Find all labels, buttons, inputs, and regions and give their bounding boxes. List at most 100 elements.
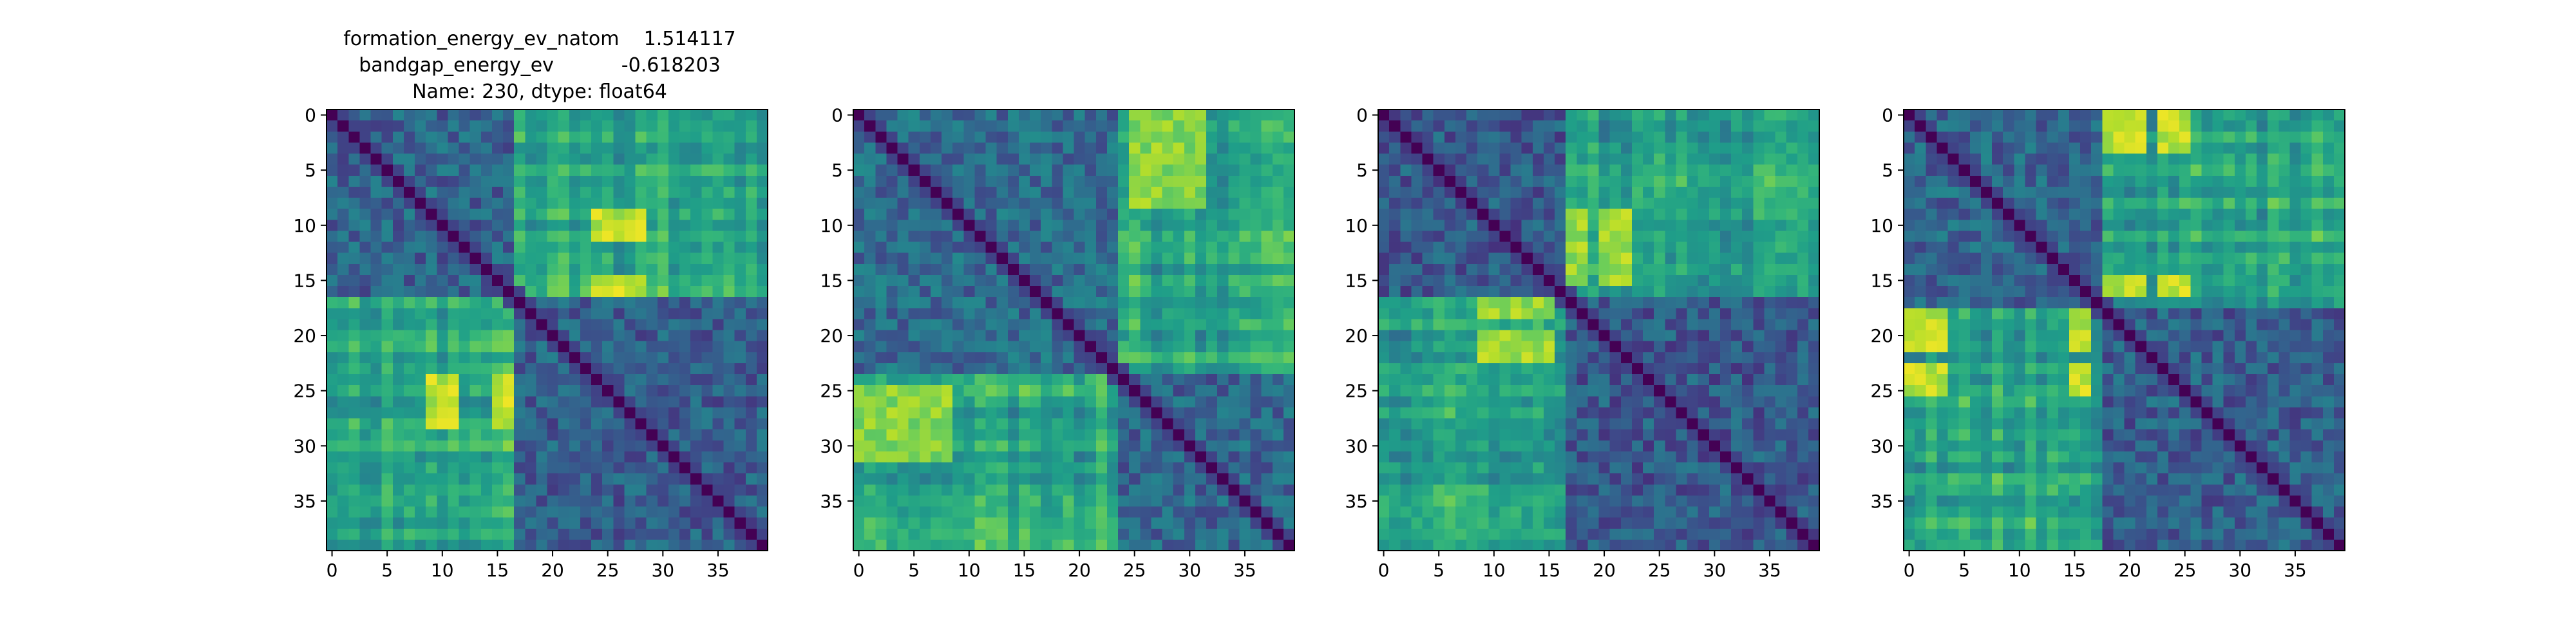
heatmap-cell bbox=[569, 418, 581, 430]
heatmap-cell bbox=[1018, 396, 1030, 408]
heatmap-cell bbox=[1411, 142, 1423, 155]
heatmap-cell bbox=[1389, 198, 1401, 209]
heatmap-cell bbox=[1488, 385, 1500, 397]
heatmap-cell bbox=[1217, 153, 1229, 166]
heatmap-cell bbox=[963, 517, 975, 529]
heatmap-cell bbox=[1620, 396, 1633, 408]
heatmap-cell bbox=[1543, 142, 1555, 155]
heatmap-cell bbox=[1433, 175, 1445, 187]
heatmap-cell bbox=[1084, 263, 1097, 276]
heatmap-cell bbox=[415, 396, 426, 408]
heatmap-cell bbox=[1775, 440, 1787, 452]
heatmap-cell bbox=[359, 418, 372, 430]
heatmap-cell bbox=[569, 363, 581, 375]
heatmap-cell bbox=[1455, 506, 1467, 518]
heatmap-cell bbox=[1775, 418, 1787, 430]
heatmap-cell bbox=[1786, 109, 1798, 121]
heatmap-cell bbox=[602, 506, 614, 518]
heatmap-cell bbox=[745, 252, 757, 265]
heatmap-cell bbox=[1283, 495, 1295, 507]
heatmap-cell bbox=[952, 363, 964, 375]
heatmap-cell bbox=[1030, 120, 1041, 132]
heatmap-cell bbox=[942, 252, 953, 265]
heatmap-cell bbox=[1466, 186, 1478, 198]
heatmap-cell bbox=[701, 363, 713, 375]
heatmap-cell bbox=[1775, 220, 1787, 231]
heatmap-cell bbox=[734, 319, 746, 331]
heatmap-cell bbox=[1543, 319, 1555, 331]
heatmap-cell bbox=[1411, 418, 1423, 430]
heatmap-cell bbox=[1797, 263, 1809, 276]
heatmap-cell bbox=[1532, 440, 1544, 452]
heatmap-cell bbox=[503, 396, 515, 408]
heatmap-cell bbox=[1719, 308, 1732, 319]
heatmap-cell bbox=[1499, 319, 1511, 331]
heatmap-cell bbox=[1521, 517, 1533, 529]
heatmap-cell bbox=[327, 517, 338, 529]
heatmap-cell bbox=[1217, 429, 1229, 441]
heatmap-cell bbox=[426, 297, 437, 308]
heatmap-cell bbox=[1654, 451, 1665, 463]
heatmap-cell bbox=[1184, 374, 1196, 386]
heatmap-cell bbox=[426, 374, 437, 386]
heatmap-cell bbox=[1643, 153, 1654, 166]
heatmap-cell bbox=[1577, 319, 1588, 331]
heatmap-cell bbox=[480, 473, 493, 485]
heatmap-cell bbox=[1151, 517, 1163, 529]
heatmap-cell bbox=[1228, 539, 1240, 551]
heatmap-cell bbox=[1063, 131, 1075, 143]
heatmap-cell bbox=[1958, 109, 1971, 121]
heatmap-cell bbox=[547, 451, 559, 463]
heatmap-cell bbox=[1095, 484, 1108, 496]
heatmap-cell bbox=[974, 131, 987, 143]
heatmap-cell bbox=[1433, 484, 1445, 496]
heatmap-cell bbox=[536, 473, 548, 485]
heatmap-cell bbox=[1620, 308, 1633, 319]
heatmap-cell bbox=[1731, 186, 1743, 198]
heatmap-cell bbox=[952, 451, 964, 463]
heatmap-cell bbox=[469, 330, 482, 342]
heatmap-cell bbox=[437, 374, 448, 386]
heatmap-cell bbox=[348, 429, 360, 441]
heatmap-cell bbox=[908, 308, 920, 319]
heatmap-cell bbox=[437, 109, 448, 121]
heatmap-cell bbox=[1620, 175, 1633, 187]
heatmap-cell bbox=[503, 297, 515, 308]
heatmap-cell bbox=[1261, 131, 1273, 143]
heatmap-cell bbox=[1239, 164, 1251, 176]
heatmap-cell bbox=[1400, 396, 1412, 408]
heatmap-cell bbox=[1764, 297, 1776, 308]
heatmap-cell bbox=[1577, 209, 1588, 220]
heatmap-cell bbox=[392, 429, 404, 441]
heatmap-cell bbox=[1764, 396, 1776, 408]
heatmap-cell bbox=[1555, 252, 1566, 265]
heatmap-cell bbox=[1510, 120, 1522, 132]
heatmap-cell bbox=[1052, 308, 1063, 319]
heatmap-cell bbox=[1775, 252, 1787, 265]
heatmap-cell bbox=[1742, 517, 1754, 529]
heatmap-cell bbox=[1555, 484, 1566, 496]
heatmap-cell bbox=[624, 495, 636, 507]
heatmap-cell bbox=[1272, 297, 1284, 308]
heatmap-cell bbox=[1698, 484, 1710, 496]
heatmap-cell bbox=[657, 440, 669, 452]
heatmap-cell bbox=[1764, 330, 1776, 342]
heatmap-cell bbox=[624, 429, 636, 441]
heatmap-cell bbox=[1389, 385, 1401, 397]
heatmap-cell bbox=[1151, 252, 1163, 265]
heatmap-cell bbox=[359, 462, 372, 474]
heatmap-cell bbox=[1151, 220, 1163, 231]
heatmap-cell bbox=[1566, 528, 1577, 540]
heatmap-cell bbox=[580, 109, 592, 121]
heatmap-cell bbox=[1665, 231, 1676, 243]
heatmap-cell bbox=[1272, 175, 1284, 187]
heatmap-cell bbox=[415, 120, 426, 132]
heatmap-cell bbox=[897, 198, 909, 209]
heatmap-cell bbox=[403, 286, 415, 298]
heatmap-cell bbox=[635, 242, 647, 254]
heatmap-cell bbox=[1775, 120, 1787, 132]
heatmap-cell bbox=[426, 142, 437, 155]
heatmap-cell bbox=[657, 352, 669, 364]
heatmap-cell bbox=[897, 186, 909, 198]
heatmap-cell bbox=[525, 473, 536, 485]
